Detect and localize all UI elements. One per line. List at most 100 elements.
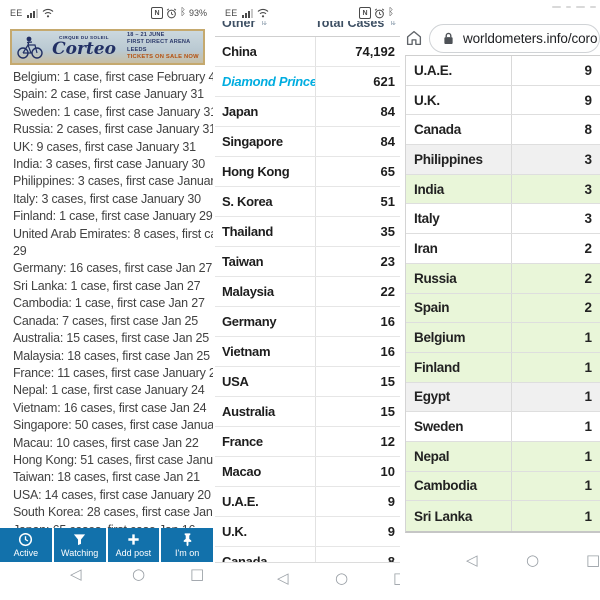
total-cases-row: Vietnam 16 (215, 337, 400, 367)
cases-cell: 2 (584, 270, 592, 286)
case-list-line: South Korea: 28 cases, first case Janua (13, 505, 213, 520)
country-cell: Spain (406, 293, 512, 323)
total-cases-row: Japan 84 (215, 97, 400, 127)
banner-venue: FIRST DIRECT ARENA (127, 39, 191, 46)
cases-cell: 1 (584, 389, 592, 405)
url-field[interactable]: worldometers.info/coro (429, 23, 600, 53)
total-cases-row: Russia 2 (406, 263, 600, 294)
cases-cell: 621 (373, 74, 395, 89)
cases-cell: 1 (584, 478, 592, 494)
country-cell: Germany (215, 307, 316, 336)
active-button[interactable]: Active (0, 528, 52, 562)
total-cases-row: Germany 16 (215, 307, 400, 337)
cases-cell: 9 (387, 524, 395, 539)
cases-cell: 9 (584, 92, 592, 108)
case-list-line: Belgium: 1 case, first case February 4 (13, 70, 213, 84)
battery-percent: 93% (188, 8, 207, 18)
total-cases-row: Australia 15 (215, 397, 400, 427)
total-cases-row: India 3 (406, 174, 600, 205)
back-icon[interactable]: ◁ (466, 551, 478, 569)
bluetooth-icon: ᛒ (388, 7, 394, 18)
country-cell: Australia (215, 397, 316, 426)
home-icon[interactable]: ○ (335, 569, 349, 587)
case-list-line: Hong Kong: 51 cases, first case January (13, 452, 213, 467)
total-cases-row: S. Korea 51 (215, 187, 400, 217)
recents-icon[interactable]: □ (393, 571, 400, 586)
country-cell: Hong Kong (215, 157, 316, 186)
add-post-button-label: Add post (115, 548, 152, 558)
cases-cell: 1 (584, 508, 592, 524)
case-list-line: Sweden: 1 case, first case January 31 (13, 104, 213, 119)
home-icon[interactable]: ○ (132, 565, 146, 583)
total-cases-row: Canada 8 (406, 115, 600, 146)
cases-cell: 74,192 (355, 44, 395, 59)
clock-icon (19, 532, 33, 547)
country-cell: Belgium (406, 323, 512, 352)
case-list-line: India: 3 cases, first case January 30 (13, 157, 206, 172)
country-cell: Japan (215, 97, 316, 126)
total-cases-row: Belgium 1 (406, 323, 600, 353)
country-cell: Cambodia (406, 471, 512, 501)
signal-icon (241, 9, 253, 18)
other-header-cell[interactable]: Other ⇅ (215, 21, 315, 36)
country-cell: India (406, 174, 512, 204)
cases-cell: 1 (584, 359, 592, 375)
left-phone-panel: EE N ᛒ 93% (0, 0, 213, 600)
add-post-button[interactable]: Add post (107, 528, 160, 562)
country-cell: S. Korea (215, 187, 316, 216)
im-on-button-label: I'm on (175, 548, 200, 558)
country-cell: Thailand (215, 217, 316, 246)
cases-cell: 15 (380, 374, 395, 389)
total-cases-header-cell[interactable]: Total Cases ⇅ (315, 21, 400, 36)
case-list-line: Sri Lanka: 1 case, first case Jan 27 (13, 278, 201, 293)
total-cases-row: Singapore 84 (215, 127, 400, 157)
country-cell: U.K. (215, 517, 316, 546)
total-cases-row: U.K. 9 (406, 85, 600, 116)
total-cases-row: Philippines 3 (406, 145, 600, 175)
recents-icon[interactable]: □ (190, 565, 205, 583)
cases-cell: 9 (387, 494, 395, 509)
watching-button[interactable]: Watching (53, 528, 106, 562)
faint-status-icon (552, 6, 561, 8)
case-list-line: Nepal: 1 case, first case January 24 (13, 383, 205, 398)
case-list-line: Finland: 1 case, first case January 29 (13, 209, 213, 224)
banner-details-block: 18 – 21 JUNE FIRST DIRECT ARENA LEEDS TI… (123, 32, 200, 62)
back-icon[interactable]: ◁ (277, 569, 289, 587)
cases-cell: 22 (380, 284, 395, 299)
cases-cell: 10 (380, 464, 395, 479)
cases-cell: 84 (380, 104, 395, 119)
case-list-line: Cambodia: 1 case, first case Jan 27 (13, 296, 205, 311)
case-list-line: Russia: 2 cases, first case January 31 (13, 122, 213, 137)
home-icon[interactable]: ○ (526, 551, 540, 569)
country-cell: Malaysia (215, 277, 316, 306)
total-cases-row: Nepal 1 (406, 441, 600, 472)
total-cases-row: Spain 2 (406, 293, 600, 324)
im-on-button[interactable]: I'm on (161, 528, 213, 562)
case-list-line: Italy: 3 cases, first case January 30 (13, 191, 201, 206)
cases-cell: 3 (584, 181, 592, 197)
cases-cell: 3 (584, 211, 592, 227)
country-cell[interactable]: Diamond Princess (215, 67, 316, 96)
lock-icon (443, 32, 454, 45)
cases-cell: 65 (380, 164, 395, 179)
country-cell: Philippines (406, 145, 512, 174)
alarm-icon (166, 7, 177, 18)
nfc-icon: N (150, 7, 163, 19)
bicycle-illustration-icon (15, 34, 45, 60)
case-list-line: Germany: 16 cases, first case Jan 27 (13, 261, 213, 276)
status-left-group: EE (10, 8, 54, 18)
case-list-line: France: 11 cases, first case January 24 (13, 365, 213, 380)
total-cases-row: Finland 1 (406, 352, 600, 383)
browser-home-icon[interactable] (405, 29, 423, 47)
total-cases-row: Iran 2 (406, 234, 600, 264)
country-cell: U.A.E. (215, 487, 316, 516)
country-cell: Egypt (406, 382, 512, 412)
back-icon[interactable]: ◁ (70, 565, 82, 583)
recents-icon[interactable]: □ (586, 551, 600, 569)
left-status-bar: EE N ᛒ 93% (0, 0, 213, 26)
corteo-ad-banner[interactable]: CIRQUE DU SOLEIL Corteo 18 – 21 JUNE FIR… (10, 29, 205, 65)
carrier-label: EE (10, 8, 23, 18)
content-divider (215, 562, 400, 563)
banner-title-block: CIRQUE DU SOLEIL Corteo (45, 35, 123, 59)
